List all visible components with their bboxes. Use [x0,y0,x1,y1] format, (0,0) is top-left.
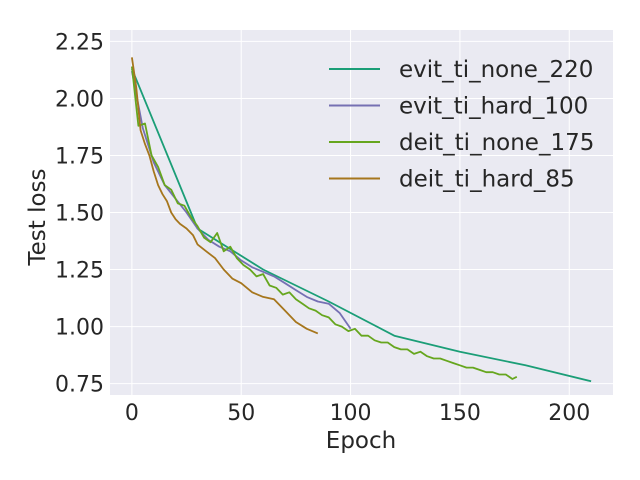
series-line-2 [131,70,352,330]
x-axis-ticks: 0 50 100 150 200 [125,401,590,426]
legend: evit_ti_none_220 evit_ti_hard_100 deit_ti_… [329,57,594,193]
x-tick-label: 150 [439,401,481,426]
y-axis-ticks: 0.75 1.00 1.25 1.50 1.75 2.00 2.25 [55,30,104,397]
x-tick-label: 50 [227,401,255,426]
y-tick-label: 1.75 [55,144,104,169]
series-line-1 [131,68,592,383]
x-tick-label: 200 [548,401,590,426]
legend-label: deit_ti_none_175 [399,130,594,156]
legend-label: evit_ti_none_220 [399,57,593,83]
series-lines [131,57,592,383]
grid-lines [110,30,613,395]
y-tick-label: 1.00 [55,316,104,341]
y-tick-label: 1.50 [55,202,104,227]
y-axis-label: Test loss [25,168,51,266]
x-tick-label: 0 [125,401,139,426]
y-tick-label: 2.25 [55,30,104,55]
series-line-3 [131,66,518,380]
y-tick-label: 1.25 [55,259,104,284]
y-tick-label: 0.75 [55,373,104,398]
legend-label: deit_ti_hard_85 [399,167,575,193]
x-axis-label: Epoch [326,428,396,454]
x-tick-label: 100 [330,401,372,426]
series-line-4 [131,57,319,335]
y-tick-label: 2.00 [55,87,104,112]
legend-label: evit_ti_hard_100 [399,94,588,120]
